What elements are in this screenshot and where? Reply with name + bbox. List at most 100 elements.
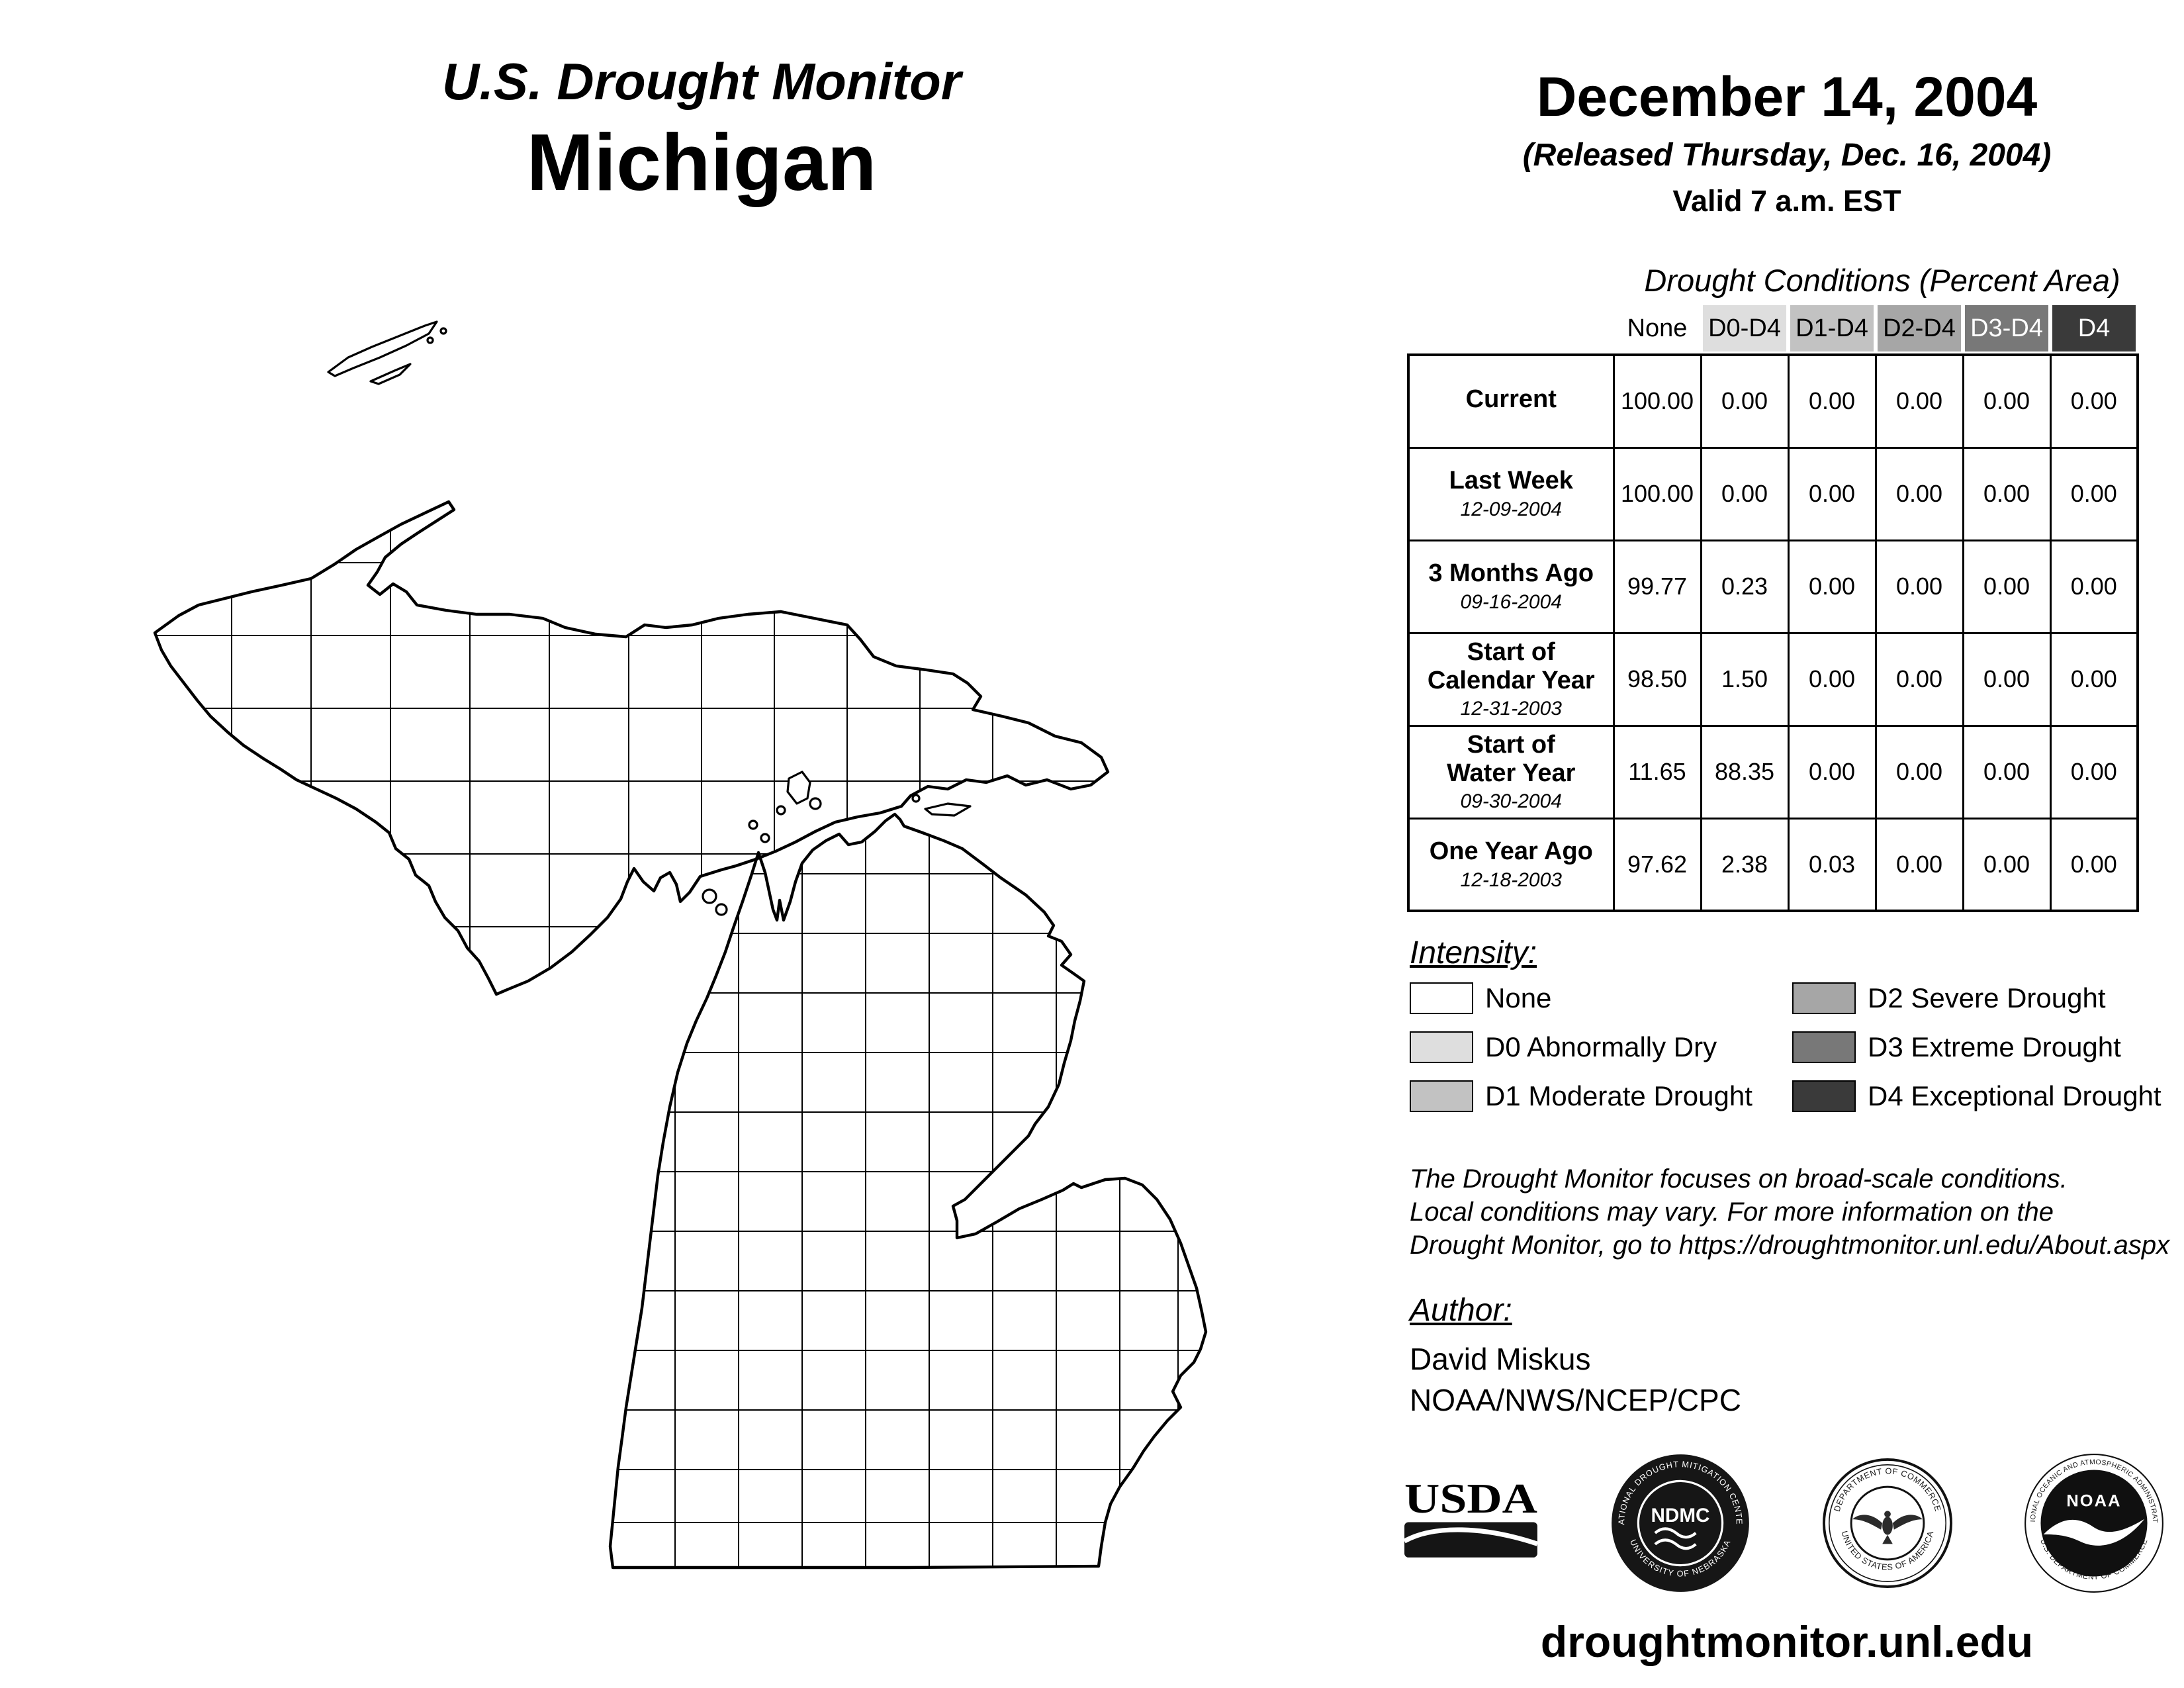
legend-swatch-d3 (1792, 1031, 1856, 1063)
author-heading: Author: (1410, 1293, 1512, 1328)
legend-item-none: None (1410, 981, 1792, 1015)
usda-logo-text: USDA (1404, 1477, 1537, 1522)
doc-eagle-icon (1852, 1511, 1923, 1544)
value-cell: 0.00 (1787, 539, 1877, 634)
table-row-one-year-ago: One Year Ago 12-18-2003 97.62 2.38 0.03 … (1407, 817, 2139, 912)
row-label: Current (1465, 385, 1557, 414)
legend-label: None (1485, 982, 1552, 1013)
legend-item-d0: D0 Abnormally Dry (1410, 1030, 1792, 1064)
row-label: Last Week (1449, 467, 1573, 495)
legend-label: D3 Extreme Drought (1868, 1031, 2121, 1062)
report-released-date: (Released Thursday, Dec. 16, 2004) (1522, 138, 2052, 173)
row-label: Start of Water Year (1447, 730, 1576, 787)
author-organization: NOAA/NWS/NCEP/CPC (1410, 1383, 1741, 1417)
value-cell: 0.00 (1962, 539, 2052, 634)
noaa-logo: NATIONAL OCEANIC AND ATMOSPHERIC ADMINIS… (2024, 1453, 2164, 1593)
table-row-start-water-year: Start of Water Year 09-30-2004 11.65 88.… (1407, 724, 2139, 820)
row-label-cell: One Year Ago 12-18-2003 (1407, 817, 1615, 912)
row-label: 3 Months Ago (1428, 559, 1594, 588)
value-cell: 0.00 (1962, 817, 2052, 912)
value-cell: 2.38 (1700, 817, 1790, 912)
value-cell: 0.00 (1962, 632, 2052, 727)
table-row-start-calendar-year: Start of Calendar Year 12-31-2003 98.50 … (1407, 632, 2139, 727)
upper-peninsula-outline (153, 500, 1110, 996)
legend-swatch-d2 (1792, 982, 1856, 1014)
row-label: One Year Ago (1429, 837, 1593, 865)
disclaimer-line-1: The Drought Monitor focuses on broad-sca… (1410, 1164, 2068, 1194)
value-cell: 88.35 (1700, 724, 1790, 820)
noaa-seagull-icon (2043, 1519, 2145, 1546)
table-title: Drought Conditions (Percent Area) (1644, 263, 2120, 298)
legend-item-d3: D3 Extreme Drought (1792, 1030, 2184, 1064)
row-label-cell: Start of Water Year 09-30-2004 (1407, 724, 1615, 820)
row-date: 09-30-2004 (1460, 790, 1562, 813)
legend-item-d4: D4 Exceptional Drought (1792, 1079, 2184, 1113)
value-cell: 100.00 (1612, 446, 1702, 541)
row-label-cell: 3 Months Ago 09-16-2004 (1407, 539, 1615, 634)
title-block: U.S. Drought Monitor Michigan (238, 52, 1165, 209)
value-cell: 0.00 (1874, 817, 1964, 912)
lower-peninsula-outline (608, 812, 1208, 1570)
value-cell: 0.00 (1787, 446, 1877, 541)
disclaimer-line-3: Drought Monitor, go to https://droughtmo… (1410, 1231, 2170, 1260)
value-cell: 0.00 (1700, 353, 1790, 449)
row-label: Start of Calendar Year (1427, 637, 1595, 694)
ndmc-logo-text: NDMC (1651, 1505, 1710, 1526)
row-label-cell: Current (1407, 353, 1615, 449)
legend-label: D2 Severe Drought (1868, 982, 2106, 1013)
value-cell: 0.00 (1787, 724, 1877, 820)
report-date: December 14, 2004 (1536, 66, 2038, 128)
bois-blanc-island (924, 802, 972, 817)
agency-logos: USDA NATIONAL DROUGHT MITIGATION CENTER … (1403, 1447, 2164, 1599)
col-header-d0d4: D0-D4 (1701, 303, 1788, 353)
value-cell: 0.23 (1700, 539, 1790, 634)
value-cell: 0.00 (1874, 539, 1964, 634)
row-date: 12-18-2003 (1460, 868, 1562, 891)
report-title: U.S. Drought Monitor (441, 52, 962, 111)
intensity-legend: None D2 Severe Drought D0 Abnormally Dry… (1410, 981, 2184, 1113)
value-cell: 11.65 (1612, 724, 1702, 820)
intensity-heading: Intensity: (1410, 935, 1537, 970)
legend-label: D4 Exceptional Drought (1868, 1080, 2161, 1111)
value-cell: 98.50 (1612, 632, 1702, 727)
usda-logo: USDA (1403, 1477, 1539, 1570)
michigan-county-map (99, 278, 1357, 1642)
table-header-row: None D0-D4 D1-D4 D2-D4 D3-D4 D4 (1614, 303, 2138, 353)
date-block: December 14, 2004 (Released Thursday, De… (1410, 65, 2164, 218)
value-cell: 0.00 (1874, 632, 1964, 727)
value-cell: 0.00 (1787, 632, 1877, 727)
noaa-logo-text: NOAA (2066, 1492, 2121, 1511)
disclaimer-line-2: Local conditions may vary. For more info… (1410, 1197, 2054, 1227)
value-cell: 0.00 (2049, 724, 2139, 820)
value-cell: 0.00 (2049, 353, 2139, 449)
legend-swatch-d4 (1792, 1080, 1856, 1112)
value-cell: 100.00 (1612, 353, 1702, 449)
legend-item-d1: D1 Moderate Drought (1410, 1079, 1792, 1113)
state-outline (153, 500, 1208, 1570)
isle-royale (327, 320, 438, 377)
row-date: 09-16-2004 (1460, 590, 1562, 613)
col-header-none: None (1614, 303, 1701, 353)
report-valid-time: Valid 7 a.m. EST (1672, 184, 1901, 218)
beaver-island (786, 771, 811, 805)
row-label-cell: Start of Calendar Year 12-31-2003 (1407, 632, 1615, 727)
value-cell: 0.00 (2049, 817, 2139, 912)
row-date: 12-31-2003 (1460, 698, 1562, 720)
drought-conditions-table: Current 100.00 0.00 0.00 0.00 0.00 0.00 … (1407, 353, 2139, 912)
value-cell: 0.00 (2049, 632, 2139, 727)
value-cell: 0.00 (1962, 353, 2052, 449)
footer-url: droughtmonitor.unl.edu (1540, 1617, 2034, 1666)
report-region: Michigan (526, 117, 877, 207)
row-label-cell: Last Week 12-09-2004 (1407, 446, 1615, 541)
legend-item-d2: D2 Severe Drought (1792, 981, 2184, 1015)
value-cell: 0.00 (1874, 446, 1964, 541)
legend-swatch-none (1410, 982, 1473, 1014)
author-name: David Miskus (1410, 1342, 1591, 1376)
islands (327, 320, 972, 916)
value-cell: 1.50 (1700, 632, 1790, 727)
col-header-d2d4: D2-D4 (1876, 303, 1963, 353)
value-cell: 0.00 (2049, 539, 2139, 634)
table-row-current: Current 100.00 0.00 0.00 0.00 0.00 0.00 (1407, 353, 2139, 449)
ndmc-logo: NATIONAL DROUGHT MITIGATION CENTER UNIVE… (1610, 1453, 1751, 1593)
row-date: 12-09-2004 (1460, 498, 1562, 520)
